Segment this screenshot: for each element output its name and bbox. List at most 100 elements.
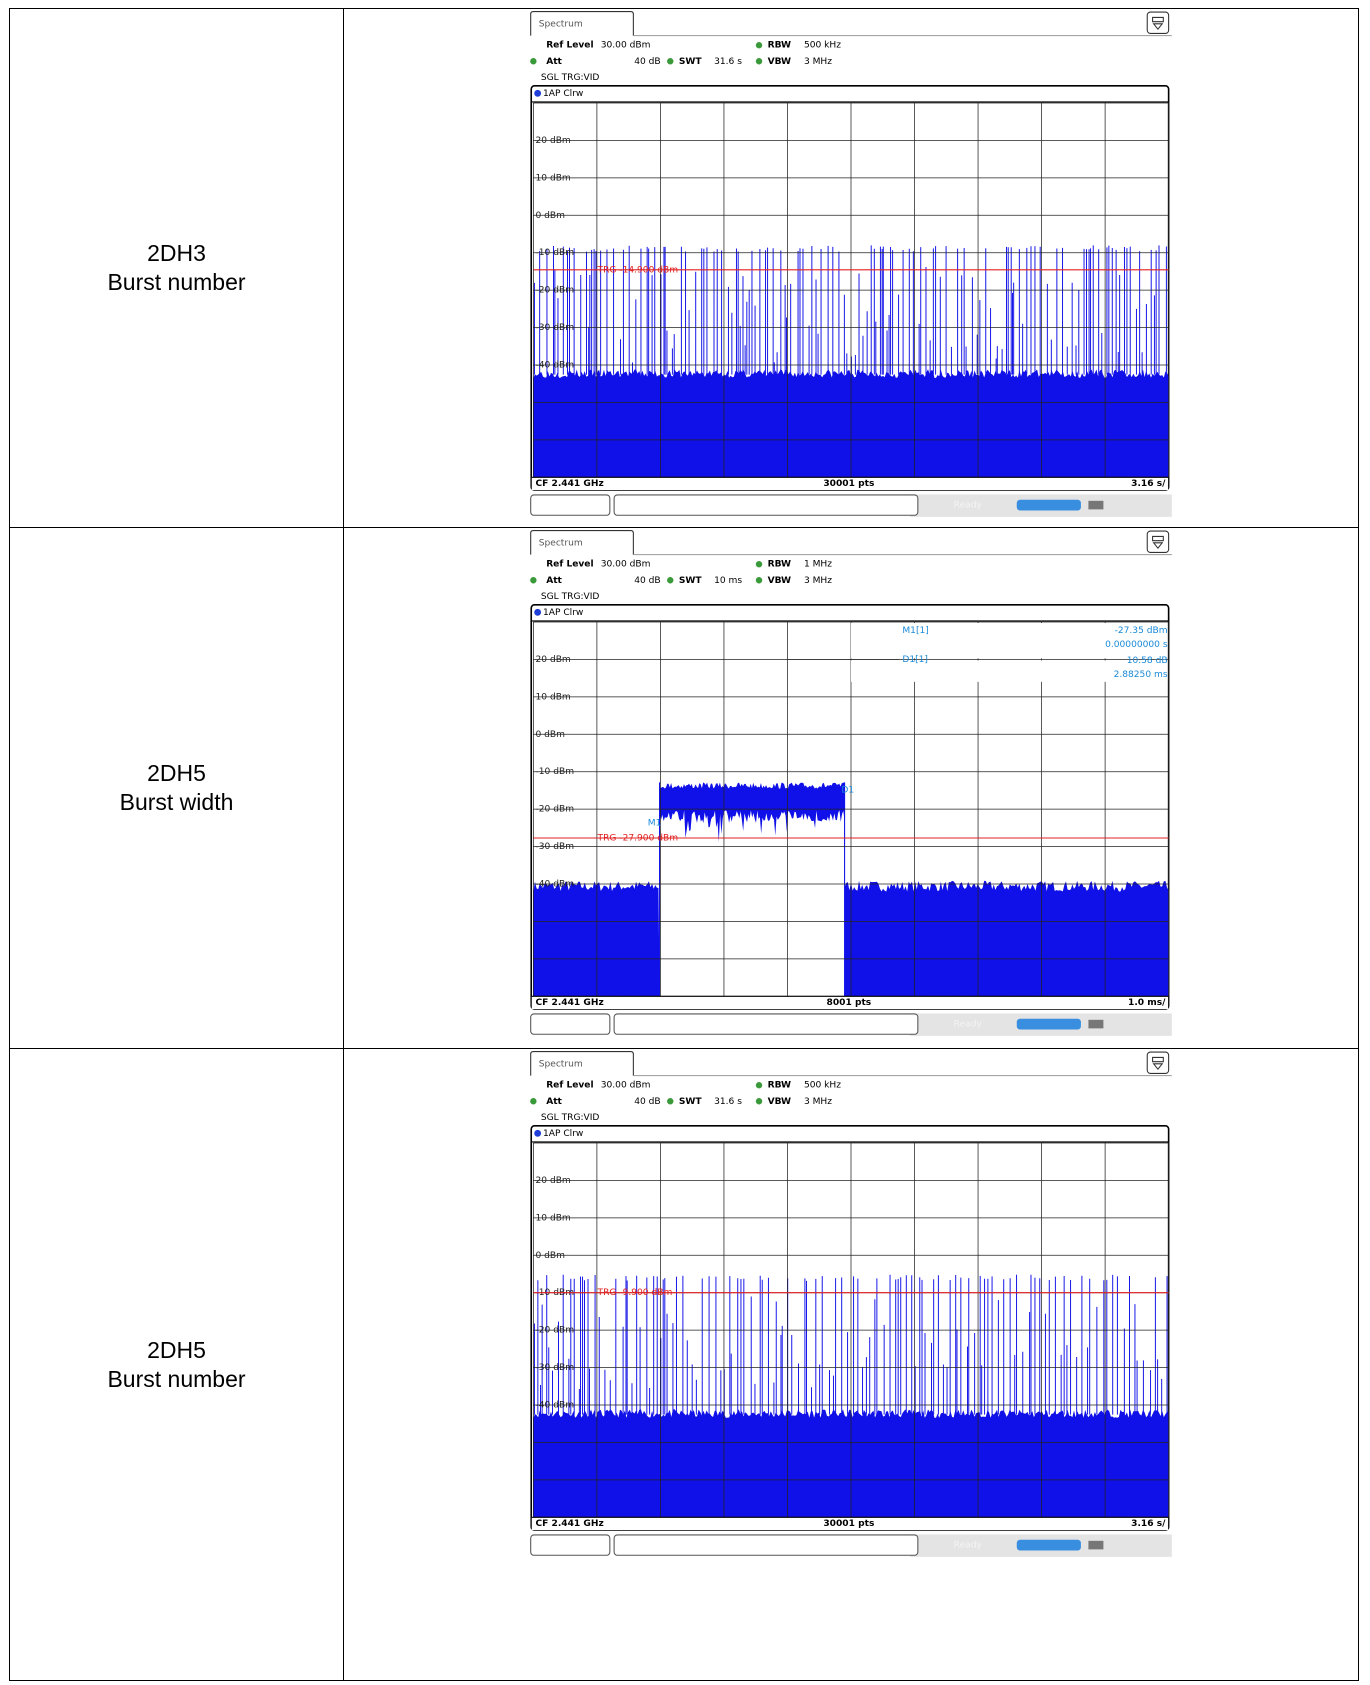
footer (531, 996, 1169, 1010)
y-tick-label: -10 dBm (536, 767, 575, 777)
label-cell: 2DH5 Burst number (9, 1048, 344, 1681)
menu-glyph (1152, 535, 1164, 550)
status-dot (755, 561, 763, 568)
rbw-label: RBW (768, 41, 791, 51)
y-tick-label: 20 dBm (536, 1176, 571, 1186)
marker-tag: M1 (648, 819, 662, 829)
rbw-label: RBW (768, 1081, 791, 1091)
burst-spikes (533, 1274, 1168, 1415)
swt: 31.6 s (714, 1097, 742, 1107)
y-tick-label: -20 dBm (536, 1326, 575, 1336)
label-line: 2DH5 (147, 760, 206, 786)
att: 40 dB (634, 1097, 660, 1107)
mode: SGL TRG:VID (541, 73, 600, 83)
marker-name: M1[1] (902, 626, 928, 636)
label-cell: 2DH3 Burst number (9, 8, 344, 528)
status-box (530, 1534, 611, 1556)
ref-level-label: Ref Level (546, 41, 593, 51)
mode: SGL TRG:VID (541, 1113, 600, 1123)
status-dot (530, 1098, 537, 1105)
table-row: 2DH5 Burst width Spectrum Ref Level 30.00 dB… (9, 527, 1359, 1049)
y-tick-label: 20 dBm (536, 655, 571, 665)
y-tick-label: 10 dBm (536, 692, 571, 702)
trace-title: 1AP Clrw (543, 1129, 584, 1139)
label-line: Burst number (107, 269, 246, 295)
menu-icon (1146, 1051, 1170, 1074)
ref-level-label: Ref Level (546, 560, 593, 570)
floor-spikes (534, 963, 1161, 997)
progress (1016, 1018, 1081, 1030)
table-row: 2DH3 Burst number Spectrum Ref Level 30.00 d… (9, 8, 1359, 528)
y-tick-label: 10 dBm (536, 173, 571, 183)
marker-box (851, 623, 1168, 659)
y-tick-label: 0 dBm (536, 1251, 566, 1261)
lxi-icon (1088, 1019, 1104, 1029)
tab (530, 530, 634, 555)
status: Ready (954, 501, 983, 511)
burst-spikes (533, 245, 1167, 375)
label-line: 2DH3 (147, 240, 206, 266)
result-table: 2DH3 Burst number Spectrum Ref Level 30.00 d… (9, 8, 1359, 1681)
y-tick-label: -20 dBm (536, 286, 575, 296)
swt: 10 ms (714, 576, 742, 586)
vbw: 3 MHz (804, 57, 832, 67)
center-freq: CF 2.441 GHz (536, 998, 604, 1008)
status-dot (530, 58, 537, 65)
trace-title: 1AP Clrw (543, 89, 584, 99)
status-box (530, 1013, 611, 1035)
ref-level-label: Ref Level (546, 1081, 593, 1091)
vbw-label: VBW (768, 576, 791, 586)
vbw: 3 MHz (804, 576, 832, 586)
sweep-scale: 3.16 s/ (1131, 1519, 1166, 1529)
ref-level: 30.00 dBm (601, 560, 651, 570)
status-box (613, 494, 919, 516)
status: Ready (954, 1541, 983, 1551)
status: Ready (954, 1020, 983, 1030)
att-label: Att (546, 57, 562, 67)
y-tick-label: -30 dBm (536, 1363, 575, 1373)
tab (530, 1051, 634, 1076)
footer (531, 477, 1169, 491)
status-dot (755, 577, 763, 584)
burst (659, 782, 845, 842)
swt-label: SWT (679, 57, 703, 67)
y-tick-label: -30 dBm (536, 842, 575, 852)
y-tick-label: -10 dBm (536, 248, 575, 258)
ref-level: 30.00 dBm (601, 41, 651, 51)
y-tick-label: 10 dBm (536, 1213, 571, 1223)
screenshot-cell: Spectrum Ref Level 30.00 dBm RBW 500 kHz Att 4… (343, 8, 1359, 528)
trace-title: 1AP Clrw (543, 608, 584, 618)
trigger-label: TRG -27.900 dBm (597, 834, 679, 844)
trace (533, 782, 1169, 997)
label-line: Burst width (119, 789, 234, 815)
y-tick-label: 20 dBm (536, 136, 571, 146)
y-tick-label: 0 dBm (536, 730, 566, 740)
label-line: Burst number (107, 1365, 246, 1392)
label-cell: 2DH5 Burst width (9, 527, 344, 1049)
menu-glyph (1152, 1056, 1164, 1071)
att-label: Att (546, 576, 562, 586)
rbw: 1 MHz (804, 560, 832, 570)
status-box (613, 1013, 919, 1035)
screenshot-cell: Spectrum Ref Level 30.00 dBm RBW 1 MHz Att 40 … (343, 527, 1359, 1049)
progress (1016, 1539, 1081, 1551)
center-freq: CF 2.441 GHz (536, 479, 604, 489)
points: 8001 pts (827, 998, 872, 1008)
y-tick-label: -40 dBm (536, 1400, 575, 1410)
points: 30001 pts (823, 479, 874, 489)
noise-floor (533, 881, 660, 997)
status-box (613, 1534, 919, 1556)
rbw: 500 kHz (804, 1081, 841, 1091)
marker-value: 0.00000000 s (1105, 640, 1168, 650)
trigger-label: TRG -14.900 dBm (597, 265, 679, 275)
rbw: 500 kHz (804, 41, 841, 51)
trace-dot (534, 1129, 542, 1137)
label-line: 2DH5 (147, 1336, 206, 1363)
vbw-label: VBW (768, 1097, 791, 1107)
screenshot-cell: Spectrum Ref Level 30.00 dBm RBW 500 kHz Att 4… (343, 1048, 1359, 1681)
marker-box (851, 660, 1168, 682)
menu-glyph (1152, 16, 1164, 31)
table-body: 2DH3 Burst number Spectrum Ref Level 30.00 d… (9, 8, 1359, 1681)
att: 40 dB (634, 576, 660, 586)
y-tick-label: -30 dBm (536, 323, 575, 333)
